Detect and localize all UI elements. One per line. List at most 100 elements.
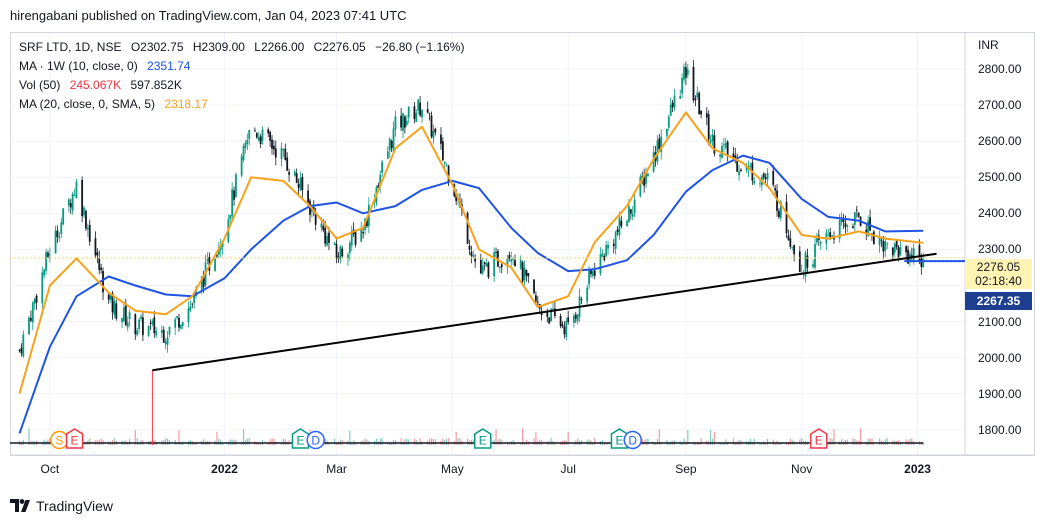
candle-body (257, 137, 260, 141)
candle-body (778, 210, 780, 218)
candle-body (696, 92, 699, 98)
volume-bar (334, 439, 336, 445)
candle-body (29, 317, 32, 321)
candle-body (248, 129, 251, 140)
volume-bar (349, 430, 351, 445)
volume-bar (840, 439, 843, 445)
candle-body (379, 174, 382, 186)
time-tick-label: 2023 (904, 462, 931, 476)
legend-row-ma-sma[interactable]: MA (20, close, 0, SMA, 5) 2318.17 (19, 95, 464, 114)
volume-bar (269, 439, 271, 445)
candle-body (793, 245, 796, 255)
candle-body (857, 212, 860, 217)
event-marker-earnings: E (810, 428, 828, 449)
candle-body (698, 93, 701, 115)
ma-weekly-value: 2351.74 (147, 59, 191, 73)
time-tick-label: 2022 (211, 462, 238, 476)
legend-row-ma-weekly[interactable]: MA · 1W (10, close, 0) 2351.74 (19, 57, 464, 76)
price-tick-label: 2600.00 (978, 134, 1022, 149)
candle-body (618, 218, 621, 236)
event-marker-dividend: D (306, 430, 325, 450)
candle-body (481, 265, 484, 274)
legend-row-symbol[interactable]: SRF LTD, 1D, NSE O2302.75 H2309.00 L2266… (19, 38, 464, 57)
candle-body (267, 129, 270, 134)
candle-body (749, 165, 752, 167)
time-tick-label: Sep (675, 462, 697, 476)
last-price-label: 2276.05 02:18:40 (965, 259, 1032, 289)
candle-body (686, 69, 689, 75)
candle-body (41, 272, 44, 304)
candle-body (259, 136, 262, 145)
candle-body (829, 232, 832, 239)
candle-body (639, 176, 642, 197)
candle-body (707, 114, 710, 140)
candle-body (787, 235, 790, 240)
candle-body (354, 231, 357, 245)
volume-bar (434, 439, 436, 445)
volume-bar (884, 439, 886, 445)
candle-body (762, 173, 765, 178)
event-marker-split: S (50, 430, 69, 450)
candle-body (85, 210, 87, 229)
candle-body (736, 160, 739, 172)
volume-bar (641, 438, 643, 445)
ma-sma-line (18, 111, 924, 394)
candle-body (421, 109, 423, 118)
candle-body (643, 175, 646, 186)
candle-body (745, 166, 748, 171)
legend-row-volume[interactable]: Vol (50) 245.067K 597.852K (19, 76, 464, 95)
candle-body (647, 173, 649, 177)
candle-body (572, 315, 575, 323)
candle-body (779, 201, 782, 218)
candle-body (54, 230, 57, 254)
volume-bar (282, 438, 284, 445)
event-marker-letter: E (615, 434, 623, 448)
volume-label: Vol (50) (19, 78, 61, 92)
volume-bar (428, 438, 431, 445)
earnings-icon (474, 428, 492, 449)
volume-bar (687, 430, 689, 445)
volume-bar (231, 439, 233, 445)
candle-body (679, 96, 682, 99)
tradingview-brand[interactable]: TradingView (10, 498, 113, 514)
price-tick-label: 1900.00 (978, 386, 1022, 401)
price-tick-label: 2400.00 (978, 206, 1022, 221)
volume-bar (455, 431, 457, 445)
volume-bar (129, 438, 131, 445)
candle-body (347, 254, 349, 259)
candle-body (772, 170, 775, 185)
candle-body (666, 128, 668, 136)
dividend-icon (623, 430, 642, 450)
candle-body (301, 176, 304, 190)
candle-body (43, 269, 46, 276)
volume-bar (432, 439, 434, 445)
candle-body (126, 322, 129, 328)
volume-bar (508, 442, 510, 445)
candle-body (179, 324, 182, 329)
candle-body (445, 164, 448, 166)
candle-body (726, 141, 729, 157)
candle-body (886, 243, 889, 245)
candle-body (525, 269, 528, 276)
candle-body (734, 155, 737, 158)
candle-body (443, 162, 446, 164)
candle-body (193, 292, 196, 303)
candle-body (510, 259, 513, 262)
volume-bar (696, 442, 698, 445)
candle-body (18, 349, 21, 351)
volume-bar (89, 438, 91, 445)
candle-body (631, 213, 634, 217)
candle-body (671, 102, 674, 108)
candle-body (348, 242, 351, 253)
candle-body (880, 239, 883, 241)
candle-body (394, 116, 397, 130)
candle-body (918, 245, 921, 262)
candle-body (390, 140, 393, 148)
candle-body (626, 221, 628, 227)
candle-body (386, 151, 389, 159)
candle-body (56, 230, 59, 238)
candle-body (200, 276, 203, 291)
candle-body (320, 223, 323, 228)
